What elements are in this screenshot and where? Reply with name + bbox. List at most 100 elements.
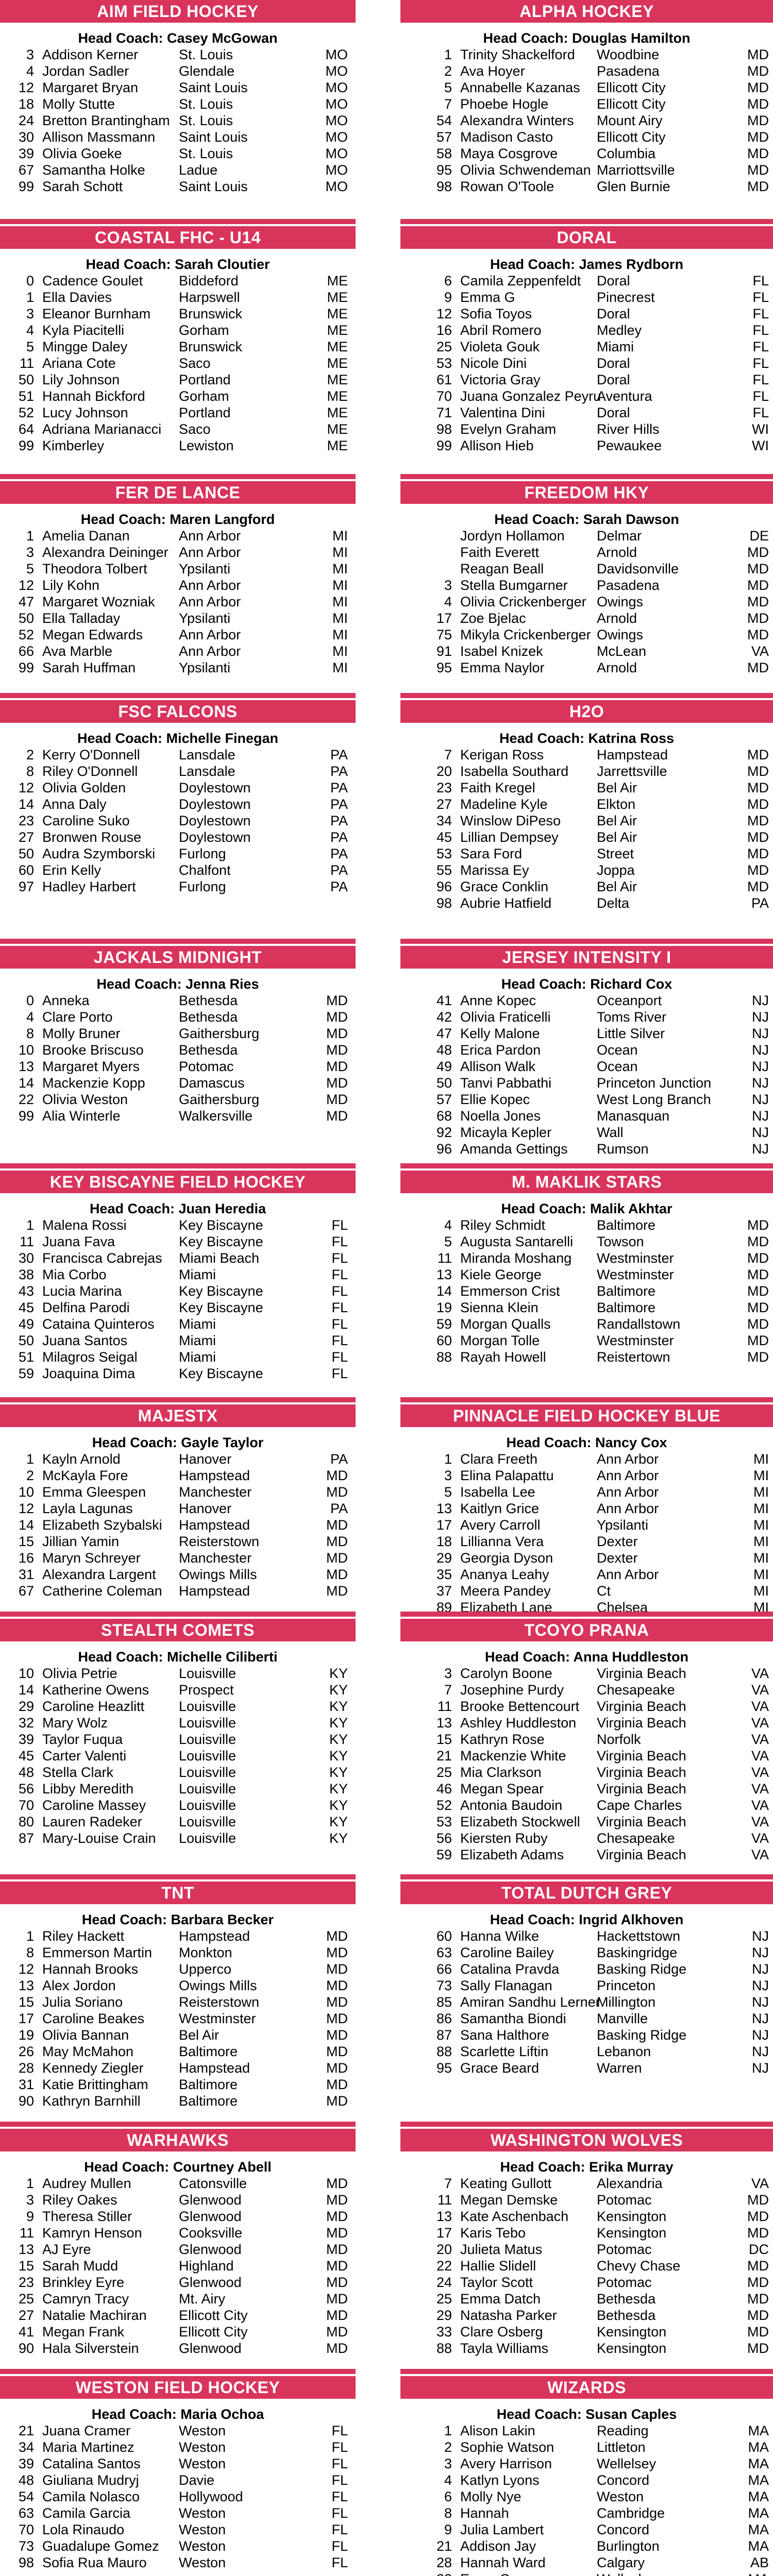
player-state: ME: [327, 405, 348, 420]
player-city: Baltimore: [179, 2077, 238, 2092]
roster: 1 Amelia Danan Ann Arbor MI 3 Alexandra Deini…: [0, 528, 356, 676]
player-number: 3: [26, 47, 34, 62]
player-state: MD: [747, 846, 769, 861]
team-header-stripe: [400, 693, 773, 698]
player-city: Ann Arbor: [597, 1468, 659, 1483]
player-row: 97 Hadley Harbert Furlong PA: [0, 878, 356, 895]
player-row: 49 Allison Walk Ocean NJ: [400, 1058, 773, 1075]
player-number: 13: [436, 1501, 452, 1516]
player-city: Burlington: [597, 2538, 660, 2554]
player-row: 13 Ashley Huddleston Virginia Beach VA: [400, 1715, 773, 1731]
player-number: 24: [436, 2275, 452, 2290]
player-state: VA: [751, 1682, 769, 1698]
player-state: MD: [747, 2258, 769, 2274]
player-city: Ann Arbor: [597, 1451, 659, 1467]
team-name: STEALTH COMETS: [101, 1620, 255, 1639]
player-row: 98 Evelyn Graham River Hills WI: [400, 421, 773, 437]
player-state: VA: [751, 1715, 769, 1731]
player-row: 3 Riley Oakes Glenwood MD: [0, 2192, 356, 2208]
player-row: 30 Francisca Cabrejas Miami Beach FL: [0, 1250, 356, 1266]
player-name: Kiersten Ruby: [460, 1831, 548, 1846]
player-number: 13: [436, 2209, 452, 2224]
player-state: FL: [331, 2505, 348, 2521]
player-name: Rayah Howell: [460, 1349, 546, 1365]
player-state: MD: [326, 2027, 348, 2043]
player-number: 58: [436, 146, 452, 161]
player-state: FL: [331, 2439, 348, 2455]
player-city: Bethesda: [179, 1042, 238, 1058]
player-name: Anna Daly: [42, 796, 107, 812]
player-name: Ava Marble: [42, 643, 113, 659]
player-name: Rowan O'Toole: [460, 179, 554, 194]
player-name: Brooke Bettencourt: [460, 1699, 580, 1714]
player-state: MD: [747, 611, 769, 626]
player-row: 1 Riley Hackett Hampstead MD: [0, 1928, 356, 1944]
player-number: 1: [26, 2176, 34, 2191]
player-number: 28: [18, 2060, 34, 2076]
player-name: Esme Coes: [460, 2571, 597, 2576]
player-name: Kiele George: [460, 1267, 542, 1282]
player-state: MD: [326, 1075, 348, 1091]
player-city: St. Louis: [179, 146, 233, 161]
player-number: 12: [18, 1501, 34, 1516]
player-row: 1 Trinity Shackelford Woodbine MD: [400, 46, 773, 63]
player-state: MI: [332, 561, 348, 577]
player-row: 25 Camryn Tracy Mt. Airy MD: [0, 2291, 356, 2307]
player-row: 13 Kaitlyn Grice Ann Arbor MI: [400, 1500, 773, 1517]
player-city: Wellesley: [597, 2571, 726, 2576]
player-state: PA: [330, 829, 348, 845]
player-city: Lansdale: [179, 764, 236, 779]
player-state: MD: [326, 2324, 348, 2340]
roster: 4 Riley Schmidt Baltimore MD 5 Augusta Santar…: [400, 1217, 773, 1365]
player-city: Bel Air: [179, 2027, 220, 2043]
player-state: MD: [747, 594, 769, 609]
roster: 7 Keating Gullott Alexandria VA 11 Megan Dems…: [400, 2175, 773, 2357]
player-row: 85 Amiran Sandhu Lerner Millington NJ: [400, 1994, 773, 2010]
player-state: MD: [747, 660, 769, 675]
player-row: 8 Molly Bruner Gaithersburg MD: [0, 1025, 356, 1042]
player-number: 99: [18, 1108, 34, 1124]
player-name: Ananya Leahy: [460, 1567, 549, 1582]
player-number: 27: [436, 796, 452, 812]
player-row: 1 Audrey Mullen Catonsville MD: [0, 2175, 356, 2192]
player-city: Mount Airy: [597, 113, 663, 128]
roster: 6 Camila Zeppenfeldt Doral FL 9 Emma G Pinecre…: [400, 273, 773, 454]
player-number: 6: [444, 2489, 452, 2504]
player-row: 20 Isabella Southard Jarrettsville MD: [400, 763, 773, 779]
roster: 41 Anne Kopec Oceanport NJ 42 Olivia Fraticel…: [400, 992, 773, 1157]
player-city: Hampstead: [179, 1583, 250, 1599]
team-row: WARHAWKS Head Coach: Courtney Abell 1 Aud…: [0, 2122, 773, 2369]
player-number: 20: [436, 764, 452, 779]
player-number: 1: [444, 1451, 452, 1467]
player-row: 15 Kathryn Rose Norfolk VA: [400, 1731, 773, 1748]
player-state: MD: [326, 1484, 348, 1500]
team-card: MAJESTX Head Coach: Gayle Taylor 1 Kayln …: [0, 1397, 356, 1599]
player-city: Oceanport: [597, 993, 662, 1008]
player-state: MO: [325, 47, 348, 62]
player-row: 1 Malena Rossi Key Biscayne FL: [0, 1217, 356, 1233]
team-name: FREEDOM HKY: [524, 483, 649, 502]
player-city: Millington: [597, 1994, 656, 2010]
player-city: Reistertown: [597, 1349, 670, 1365]
player-name: Juana Gonzalez Peyru: [460, 388, 601, 404]
player-name: Amiran Sandhu Lerner: [460, 1994, 600, 2010]
head-coach-line: Head Coach: Douglas Hamilton: [483, 30, 691, 46]
player-name: Amelia Danan: [42, 528, 130, 544]
player-row: 70 Lola Rinaudo Weston FL: [0, 2521, 356, 2538]
team-header-bar: ALPHA HOCKEY: [400, 0, 773, 23]
player-name: Camryn Tracy: [42, 2291, 129, 2307]
player-row: 75 Mikyla Crickenberger Owings MD: [400, 626, 773, 643]
player-row: Jordyn Hollamon Delmar DE: [400, 528, 773, 544]
player-name: Alexandra Deininger: [42, 545, 169, 560]
player-city: Manasquan: [597, 1108, 670, 1124]
player-name: Amanda Gettings: [460, 1141, 568, 1157]
player-state: MD: [747, 2209, 769, 2224]
player-name: Aubrie Hatfield: [460, 895, 552, 911]
player-state: KY: [329, 1682, 348, 1698]
player-name: Evelyn Graham: [460, 421, 557, 437]
player-name: Annabelle Kazanas: [460, 80, 580, 95]
team-name: JACKALS MIDNIGHT: [93, 947, 262, 967]
player-row: 20 Julieta Matus Potomac DC: [400, 2241, 773, 2258]
player-city: Brunswick: [179, 306, 243, 321]
player-number: 59: [436, 1847, 452, 1862]
